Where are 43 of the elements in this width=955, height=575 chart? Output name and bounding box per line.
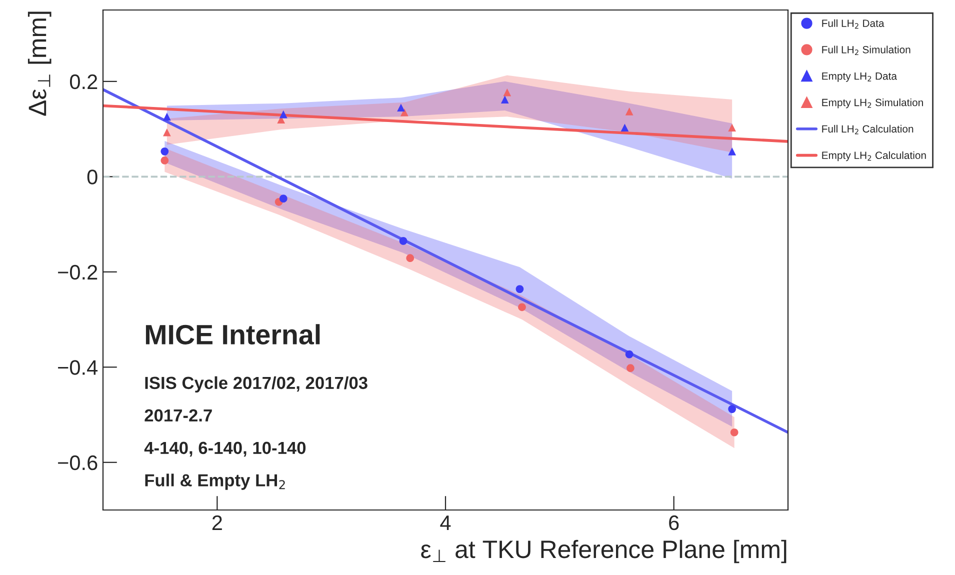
y-tick-label: 0: [87, 170, 98, 184]
point: [163, 112, 171, 121]
legend-label: Full LH$_{2}$ Simulation: [822, 46, 910, 55]
point: [516, 285, 524, 293]
point: [406, 254, 414, 262]
annotation: 4-140, 6-140, 10-140: [144, 442, 306, 457]
point: [730, 428, 738, 436]
y-tick-label: −0.2: [58, 264, 98, 280]
x-axis-title: ε$_{⊥}$ at TKU Reference Plane [mm]: [421, 540, 786, 564]
legend-label: Empty LH$_{2}$ Simulation: [822, 98, 923, 108]
point: [620, 124, 629, 132]
point: [160, 148, 169, 156]
point: [503, 88, 512, 96]
annotation: Full & Empty LH$_{2}$: [145, 474, 285, 490]
point: [500, 96, 509, 104]
point: [518, 303, 526, 312]
y-tick-label: 0.2: [70, 74, 98, 90]
annotation: ISIS Cycle 2017/02, 2017/03: [145, 376, 368, 392]
legend-label: Full LH$_{2}$ Data: [822, 19, 884, 29]
point: [625, 108, 634, 116]
point: [728, 148, 736, 156]
point: [728, 124, 736, 132]
point: [279, 194, 288, 202]
point: [279, 110, 288, 118]
legend-label: Empty LH$_{2}$ Calculation: [822, 151, 926, 162]
point: [163, 128, 171, 136]
legend-label: Full LH$_{2}$ Calculation: [822, 124, 914, 134]
point: [626, 364, 634, 372]
legend-label: Empty LH$_{2}$ Data: [822, 72, 897, 82]
point: [625, 350, 634, 358]
x-tick-label: 6: [669, 515, 679, 530]
point: [400, 108, 408, 116]
x-tick-label: 4: [440, 516, 451, 530]
point: [397, 104, 405, 112]
annotation: 2017-2.7: [144, 409, 212, 422]
annotation: MICE Internal: [146, 324, 320, 345]
x-tick-label: 2: [212, 515, 222, 530]
point: [399, 237, 408, 245]
y-tick-label: −0.6: [58, 455, 98, 470]
y-axis-title: Δε$_{⊥}$ [mm]: [28, 12, 52, 116]
point: [160, 156, 169, 164]
point: [728, 405, 736, 413]
y-tick-label: −0.4: [58, 360, 98, 375]
